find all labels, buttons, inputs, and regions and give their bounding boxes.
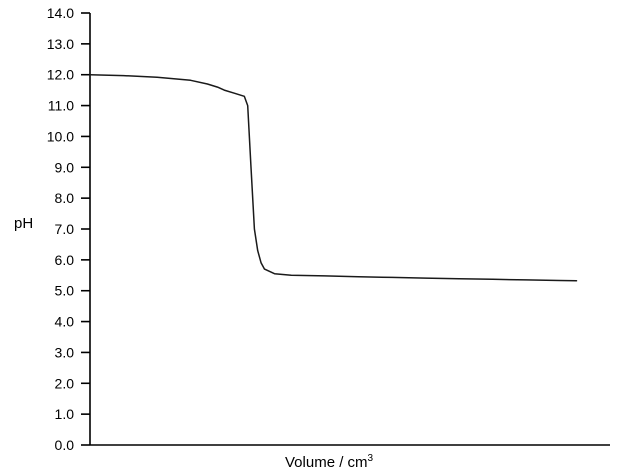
y-tick-label-10: 10.0 (47, 128, 74, 144)
y-tick-label-12: 12.0 (47, 67, 74, 83)
y-axis-ticks: 0.0 1.0 2.0 3.0 4.0 5.0 6.0 7.0 8.0 9.0 10.0 11.0 12… (47, 5, 90, 453)
y-tick-label-2: 2.0 (55, 375, 75, 391)
y-axis-label: pH (14, 215, 33, 232)
y-tick-label-0: 0.0 (55, 437, 75, 453)
y-tick-label-1: 1.0 (55, 406, 75, 422)
y-tick-label-7: 7.0 (55, 221, 75, 237)
y-tick-label-8: 8.0 (55, 190, 75, 206)
y-tick-label-14: 14.0 (47, 5, 74, 21)
y-tick-label-11: 11.0 (48, 98, 74, 114)
series-line (89, 73, 578, 282)
y-tick-label-13: 13.0 (47, 36, 74, 52)
y-tick-label-5: 5.0 (55, 283, 75, 299)
x-axis-label-superscript: 3 (368, 453, 374, 464)
x-axis-label: Volume / cm3 (285, 453, 374, 470)
y-tick-label-6: 6.0 (55, 252, 75, 268)
y-tick-label-3: 3.0 (55, 344, 75, 360)
x-axis-label-text: Volume / cm (285, 454, 368, 470)
y-tick-label-4: 4.0 (55, 314, 75, 330)
y-tick-label-9: 9.0 (55, 159, 75, 175)
